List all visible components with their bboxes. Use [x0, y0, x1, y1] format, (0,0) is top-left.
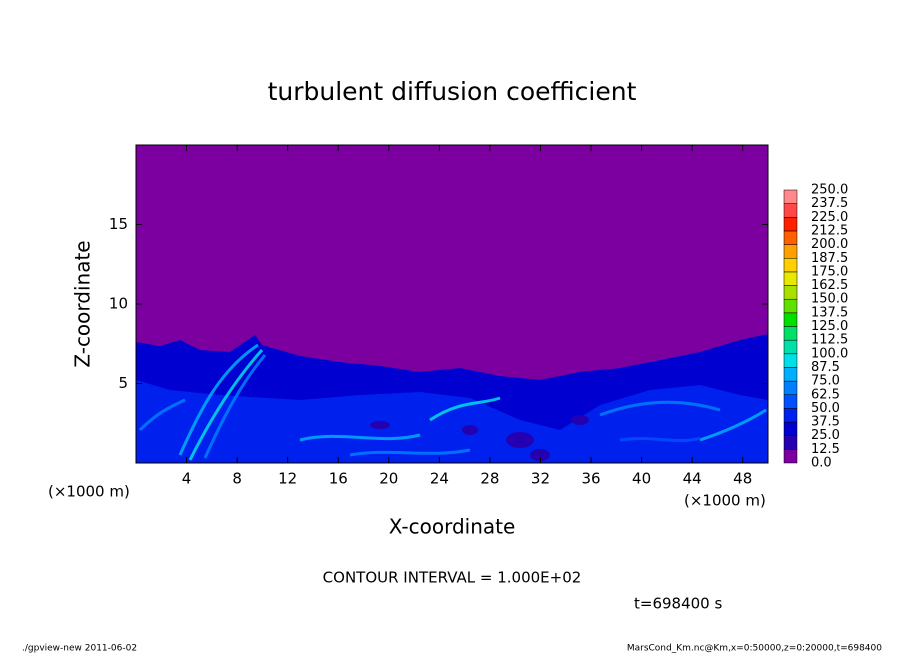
colorbar-label: 75.0: [811, 374, 840, 389]
colorbar-label: 212.5: [811, 223, 848, 238]
y-tick-label: 10: [109, 295, 128, 313]
colorbar-label: 137.5: [811, 305, 848, 320]
colorbar-label: 150.0: [811, 292, 848, 307]
colorbar-label: 37.5: [811, 415, 840, 430]
turbulent-core: [136, 380, 768, 463]
colorbar-label: 162.5: [811, 278, 848, 293]
turbulent-streak: [138, 398, 186, 432]
colorbar-swatch: [783, 326, 798, 341]
colorbar-swatch: [783, 285, 798, 300]
x-tick-label: 48: [733, 470, 752, 488]
turbulent-streak: [299, 433, 421, 442]
colorbar-label: 25.0: [811, 428, 840, 443]
y-unit: (×1000 m): [48, 483, 130, 501]
x-tick-label: 44: [683, 470, 702, 488]
colorbar-label: 250.0: [811, 183, 848, 198]
low-value-patch: [370, 421, 390, 429]
colorbar-label: 87.5: [811, 360, 840, 375]
colorbar-swatch: [783, 339, 798, 355]
turbulent-streak: [619, 436, 701, 443]
turbulent-streak: [429, 396, 501, 422]
colorbar-label: 62.5: [811, 387, 840, 402]
x-tick-label: 4: [182, 470, 192, 488]
turbulent-streak: [203, 354, 267, 459]
y-tick-label: 15: [109, 215, 128, 233]
colorbar-swatch: [783, 298, 798, 314]
colorbar-swatch: [783, 189, 798, 204]
low-value-patch: [530, 449, 550, 461]
colorbar-swatch: [783, 217, 798, 232]
y-tick-label: 5: [118, 374, 128, 392]
x-tick-label: 32: [531, 470, 550, 488]
contour-interval: CONTOUR INTERVAL = 1.000E+02: [323, 569, 582, 587]
colorbar-label: 50.0: [811, 401, 840, 416]
turbulent-streak: [349, 448, 471, 457]
colorbar-swatch: [783, 203, 798, 218]
x-tick-label: 12: [278, 470, 297, 488]
x-tick-label: 8: [232, 470, 242, 488]
colorbar-label: 100.0: [811, 346, 848, 361]
footer-right: MarsCond_Km.nc@Km,x=0:50000,z=0:20000,t=…: [627, 644, 882, 654]
colorbar-label: 200.0: [811, 237, 848, 252]
footer-left: ./gpview-new 2011-06-02: [22, 644, 137, 654]
time-label: t=698400 s: [634, 595, 722, 613]
x-tick-label: 40: [632, 470, 651, 488]
colorbar-label: 225.0: [811, 210, 848, 225]
turbulent-streak: [699, 408, 767, 442]
colorbar-swatch: [783, 271, 798, 286]
x-tick-label: 36: [581, 470, 600, 488]
low-value-patch: [462, 425, 478, 435]
colorbar-label: 187.5: [811, 251, 848, 266]
x-axis-label: X-coordinate: [389, 515, 516, 539]
colorbar-swatch: [783, 435, 798, 450]
colorbar-label: 12.5: [811, 442, 840, 457]
turbulent-streak: [188, 348, 264, 461]
colorbar-label: 0.0: [811, 456, 832, 471]
x-tick-label: 24: [430, 470, 449, 488]
colorbar-swatch: [783, 353, 798, 368]
colorbar-swatch: [783, 449, 798, 464]
colorbar-swatch: [783, 380, 798, 396]
x-tick-label: 20: [379, 470, 398, 488]
colorbar-label: 175.0: [811, 264, 848, 279]
colorbar-swatch: [783, 230, 798, 245]
chart-title: turbulent diffusion coefficient: [268, 77, 637, 106]
colorbar-label: 237.5: [811, 196, 848, 211]
low-value-patch: [571, 415, 589, 425]
colorbar-swatch: [783, 258, 798, 273]
colorbar-swatch: [783, 408, 798, 423]
colorbar-swatch: [783, 312, 798, 327]
colorbar-swatch: [783, 244, 798, 259]
x-tick-label: 28: [480, 470, 499, 488]
colorbar-label: 125.0: [811, 319, 848, 334]
low-value-patch: [506, 432, 534, 448]
colorbar-label: 112.5: [811, 333, 848, 348]
colorbar-swatch: [783, 367, 798, 382]
colorbar-swatch: [783, 421, 798, 436]
turbulent-streak: [599, 400, 721, 417]
y-axis-label: Z-coordinate: [71, 240, 95, 367]
colorbar-swatch: [783, 394, 798, 409]
x-unit: (×1000 m): [684, 492, 766, 510]
turbulent-streak: [178, 343, 259, 456]
x-tick-label: 16: [329, 470, 348, 488]
